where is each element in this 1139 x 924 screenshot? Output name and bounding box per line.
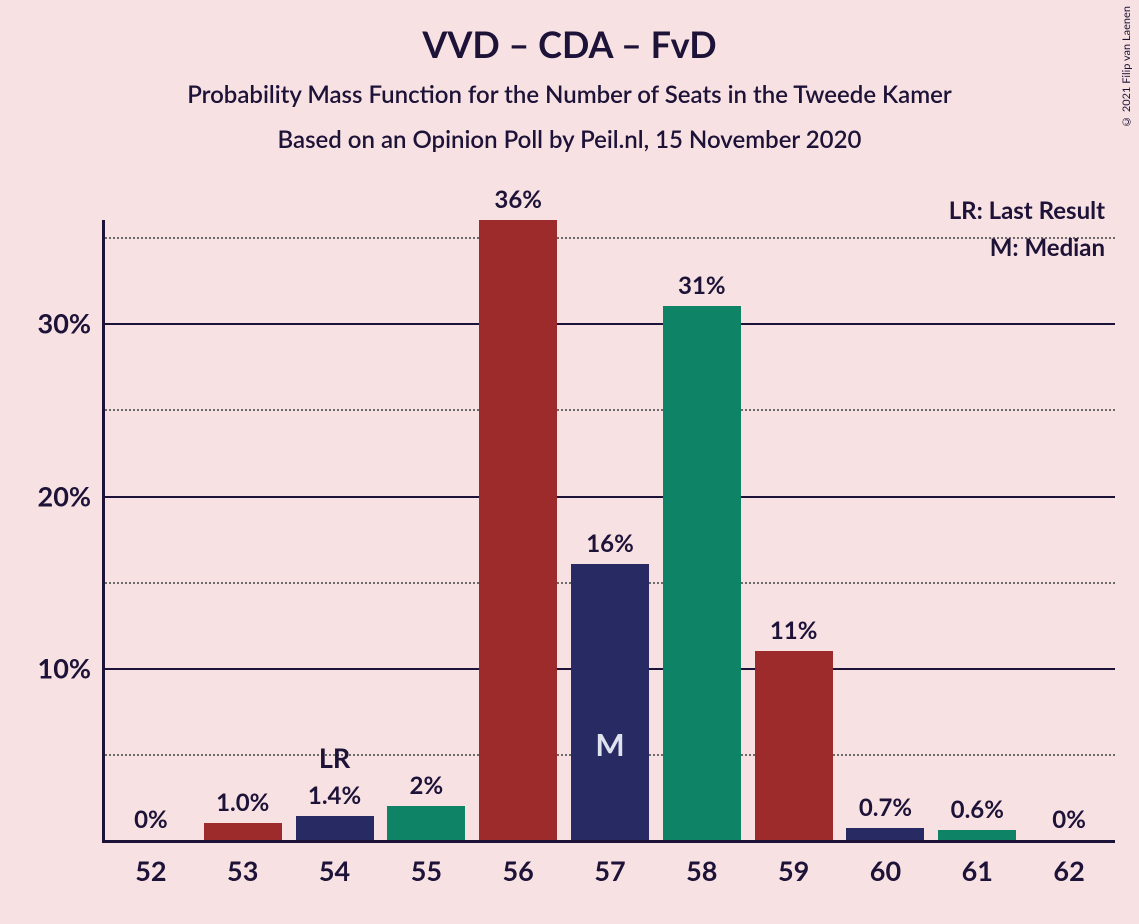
chart-title: VVD – CDA – FvD <box>0 0 1139 66</box>
bar-extra-label: LR <box>319 741 350 774</box>
y-tick-label: 20% <box>38 479 105 512</box>
bar-value-label: 2% <box>410 771 444 806</box>
x-tick-label: 62 <box>1053 840 1084 887</box>
bar: 31% <box>663 306 741 840</box>
chart-subtitle-1: Probability Mass Function for the Number… <box>0 80 1139 109</box>
bar: 16%M <box>571 564 649 840</box>
bar-inner-label: M <box>595 725 624 763</box>
minor-gridline <box>105 409 1115 411</box>
bar-value-label: 0% <box>1052 805 1086 840</box>
x-tick-label: 58 <box>686 840 717 887</box>
major-gridline <box>105 323 1115 325</box>
copyright-text: © 2021 Filip van Laenen <box>1120 6 1133 128</box>
legend-m: M: Median <box>949 229 1105 266</box>
bar: 36% <box>479 220 557 840</box>
bar: 2% <box>387 806 465 840</box>
bar-value-label: 11% <box>770 616 818 651</box>
bar-value-label: 16% <box>586 529 634 564</box>
y-tick-label: 30% <box>38 307 105 340</box>
x-axis <box>105 840 1115 843</box>
bar: 1.4%LR <box>296 816 374 840</box>
x-tick-label: 54 <box>319 840 350 887</box>
bar-value-label: 0.7% <box>859 793 912 828</box>
bar-value-label: 0.6% <box>951 795 1004 830</box>
legend: LR: Last ResultM: Median <box>949 192 1105 266</box>
bar-value-label: 1.4% <box>308 781 361 816</box>
bar-value-label: 0% <box>134 805 168 840</box>
x-tick-label: 52 <box>135 840 166 887</box>
bar-value-label: 36% <box>494 185 542 220</box>
bar: 0.6% <box>938 830 1016 840</box>
bar-value-label: 1.0% <box>216 788 269 823</box>
major-gridline <box>105 496 1115 498</box>
x-tick-label: 56 <box>503 840 534 887</box>
x-tick-label: 57 <box>594 840 625 887</box>
bar: 0.7% <box>846 828 924 840</box>
bar-value-label: 31% <box>678 271 726 306</box>
x-tick-label: 55 <box>411 840 442 887</box>
x-tick-label: 53 <box>227 840 258 887</box>
legend-lr: LR: Last Result <box>949 192 1105 229</box>
x-tick-label: 59 <box>778 840 809 887</box>
x-tick-label: 60 <box>870 840 901 887</box>
x-tick-label: 61 <box>962 840 993 887</box>
y-axis <box>102 220 105 843</box>
chart-plot-area: 10%20%30%520%531.0%541.4%LR552%5636%5716… <box>105 220 1115 840</box>
bar: 1.0% <box>204 823 282 840</box>
chart-subtitle-2: Based on an Opinion Poll by Peil.nl, 15 … <box>0 125 1139 154</box>
y-tick-label: 10% <box>38 651 105 684</box>
bar: 11% <box>755 651 833 840</box>
